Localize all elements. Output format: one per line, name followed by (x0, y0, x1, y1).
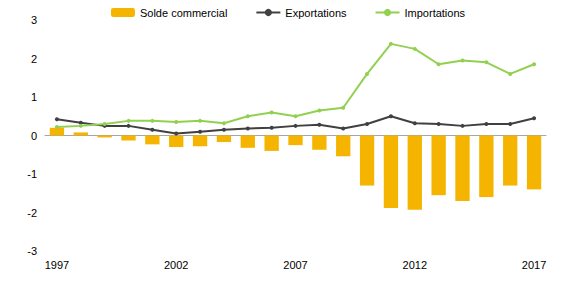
svg-text:-1: -1 (27, 168, 37, 180)
svg-text:Exportations: Exportations (285, 7, 347, 19)
svg-text:2007: 2007 (283, 259, 307, 271)
svg-text:2012: 2012 (403, 259, 427, 271)
svg-text:3: 3 (31, 14, 37, 26)
svg-text:-3: -3 (27, 245, 37, 257)
svg-text:0: 0 (31, 130, 37, 142)
svg-text:2002: 2002 (164, 259, 188, 271)
svg-text:Importations: Importations (405, 7, 466, 19)
svg-text:1997: 1997 (45, 259, 69, 271)
svg-text:-2: -2 (27, 207, 37, 219)
svg-text:2: 2 (31, 53, 37, 65)
svg-text:2017: 2017 (522, 259, 546, 271)
svg-text:Solde commercial: Solde commercial (140, 7, 227, 19)
svg-text:1: 1 (31, 91, 37, 103)
